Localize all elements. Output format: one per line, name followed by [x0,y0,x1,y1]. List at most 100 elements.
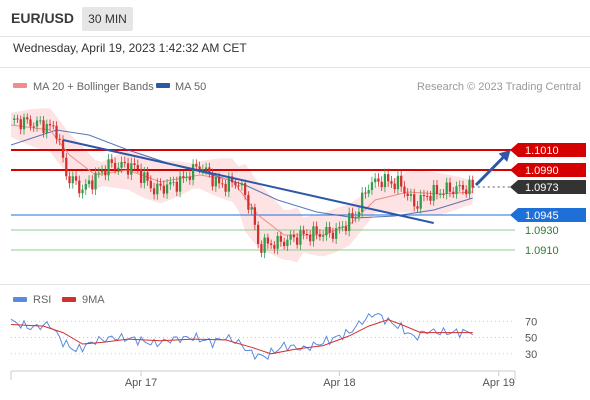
candle-body [169,182,172,185]
candle-body [178,176,182,192]
candle-body [374,178,377,183]
candle-body [468,179,471,195]
candle-body [400,175,403,187]
candle-body [204,167,208,170]
x-tick-label: Apr 19 [483,377,515,389]
candle-body [419,195,422,209]
candle-body [214,177,217,187]
candle-body [370,182,374,191]
candle-body [149,180,152,189]
forecast-arrow-head [498,149,511,162]
candle-body [266,237,270,244]
candle-body [253,207,257,225]
candle-body [406,193,409,196]
candle-body [302,230,305,234]
candle-body [136,165,139,170]
candle-body [52,125,55,127]
ma50-legend-label: MA 50 [175,81,206,93]
candle-body [94,172,97,190]
credit-text: Research © 2023 Trading Central [417,81,581,93]
candle-body [65,157,68,177]
timeframe-chip[interactable]: 30 MIN [82,7,133,31]
symbol-title: EUR/USD [11,10,75,26]
candle-body [133,163,136,166]
candle-body [146,172,149,181]
x-axis-ticks: Apr 17 Apr 18 Apr 19 [125,371,515,389]
candle-body [139,169,143,184]
candle-body [461,185,465,190]
downtrend-line [62,139,434,224]
candle-body [455,186,458,195]
candle-body [357,211,361,217]
candle-body [42,120,45,133]
candles [13,113,474,259]
candle-body [341,226,344,228]
candle-body [81,189,84,194]
candle-body [338,226,341,229]
level-label-1-0990-box [510,163,586,177]
candle-body [16,118,19,120]
candle-body [276,235,279,249]
datetime-label: Wednesday, April 19, 2023 1:42:32 AM CET [13,41,247,55]
rsi-panel: 70 50 30 [10,312,537,361]
level-label-1-0973: 1.0973 [525,182,559,194]
candle-body [439,193,442,195]
rsi-ma-legend-swatch [62,297,76,302]
level-label-1-1010: 1.1010 [525,145,559,157]
candle-body [13,118,16,120]
candle-body [104,170,107,176]
candle-body [335,228,338,239]
candle-body [188,176,191,180]
candle-body [195,164,198,167]
candle-body [159,183,162,186]
candle-body [348,212,351,231]
candle-body [364,192,367,194]
candle-body [227,176,230,192]
candle-body [296,237,299,245]
ma20-legend-swatch [13,83,27,88]
candle-body [182,176,185,178]
level-labels: 1.1010 1.0990 1.0973 1.0945 1.0930 1.0910 [510,143,586,257]
candle-body [387,174,390,182]
level-label-1-0945: 1.0945 [525,210,559,222]
candle-body [380,181,383,188]
candle-body [286,239,289,247]
rsi-tick-30: 30 [525,349,537,361]
candle-body [19,119,22,130]
candle-body [322,235,325,237]
candle-body [351,212,354,219]
candle-body [282,241,286,247]
candle-body [445,182,448,194]
candle-body [162,185,165,194]
candle-body [442,193,445,195]
candle-body [97,172,100,174]
candle-body [113,162,117,170]
candle-body [452,191,455,195]
candle-body [237,185,240,187]
level-lines [11,149,515,251]
candle-body [409,194,413,196]
candle-body [107,159,110,176]
candle-body [471,179,474,188]
ma50-legend-swatch [156,83,170,88]
candle-body [152,188,156,195]
header-divider [0,36,590,37]
x-tick-label: Apr 17 [125,377,157,389]
rsi-ma-legend-label: 9MA [82,294,105,306]
candle-body [110,159,113,163]
candle-body [32,126,35,128]
candle-body [458,185,461,187]
candle-body [126,163,130,175]
candle-body [416,206,419,209]
candle-body [426,195,429,197]
candle-body [435,184,439,195]
candle-body [279,235,283,242]
candle-body [201,169,204,171]
candle-body [312,226,315,242]
candle-body [87,180,91,185]
candle-body [221,183,224,185]
candle-body [175,181,178,192]
candle-body [130,163,133,175]
candle-body [289,234,292,240]
candle-body [29,119,32,127]
